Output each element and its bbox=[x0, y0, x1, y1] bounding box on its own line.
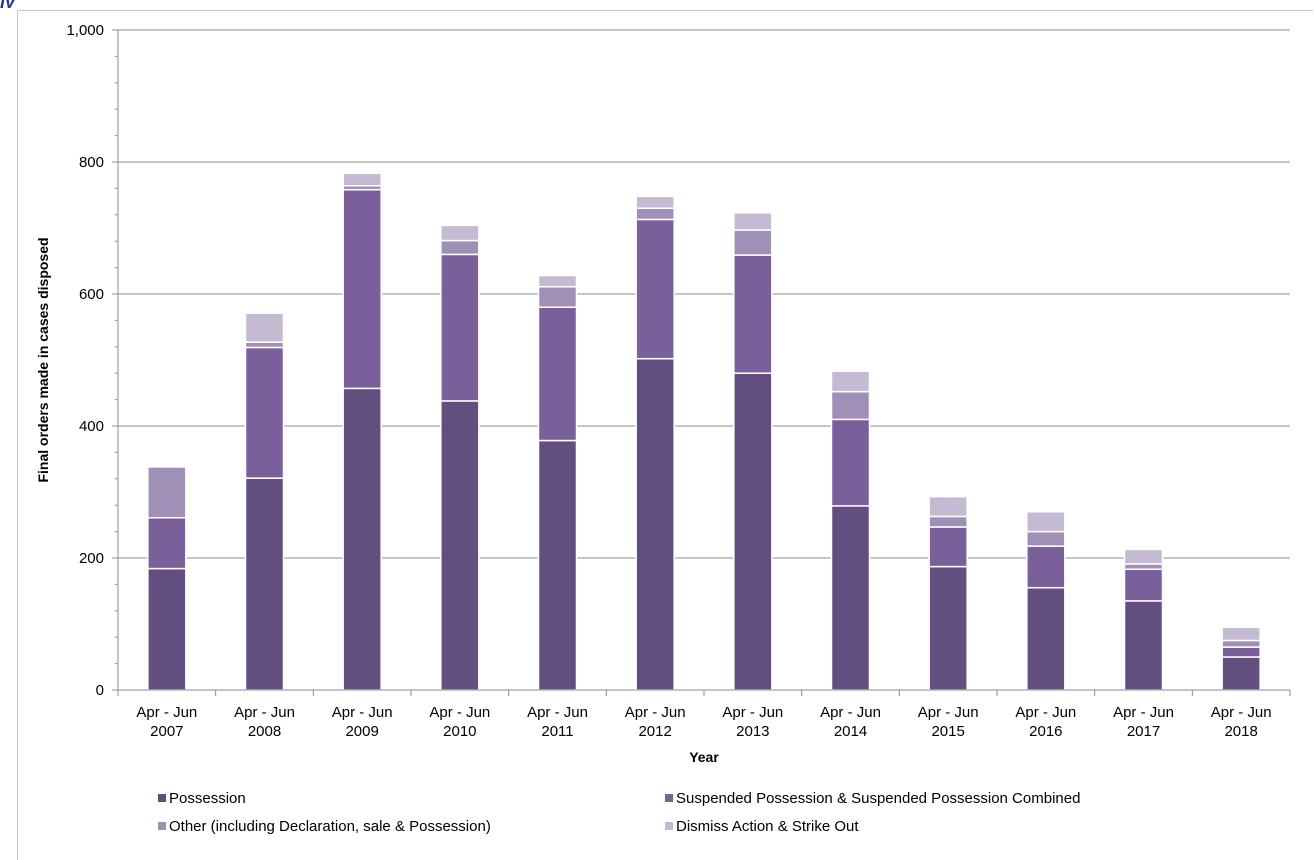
bar-segment bbox=[342, 172, 382, 187]
bar-segment bbox=[635, 218, 675, 360]
bar-segment bbox=[928, 526, 968, 568]
legend-swatch bbox=[158, 822, 166, 830]
bar-segment bbox=[440, 239, 480, 256]
x-tick-label: Apr - Jun bbox=[429, 704, 490, 721]
x-tick-label: Apr - Jun bbox=[527, 704, 588, 721]
bar-segment bbox=[440, 253, 480, 402]
bar-segment bbox=[1123, 548, 1164, 565]
bar-segment bbox=[733, 372, 773, 691]
x-tick-label: Apr - Jun bbox=[136, 704, 197, 721]
legend-label: Suspended Possession & Suspended Possess… bbox=[676, 790, 1080, 807]
x-tick-label: 2010 bbox=[443, 723, 476, 740]
bar-segment bbox=[147, 567, 187, 691]
x-tick-label: Apr - Jun bbox=[1113, 704, 1174, 721]
legend-swatch bbox=[665, 822, 673, 830]
y-tick-label: 400 bbox=[79, 418, 104, 435]
x-axis-title: Year bbox=[689, 749, 719, 765]
bar-segment bbox=[440, 400, 480, 691]
y-axis-title: Final orders made in cases disposed bbox=[35, 237, 51, 482]
bar-segment bbox=[244, 477, 285, 691]
bar-segment bbox=[830, 390, 871, 421]
bar-segment bbox=[830, 418, 871, 507]
x-tick-label: 2017 bbox=[1127, 723, 1160, 740]
x-tick-label: Apr - Jun bbox=[722, 704, 783, 721]
legend: Possession Suspended Possession & Suspend… bbox=[158, 790, 1080, 835]
bar-segment bbox=[1221, 646, 1261, 658]
bar-segment bbox=[1026, 545, 1066, 589]
bar-segment bbox=[635, 195, 675, 209]
x-tick-label: 2007 bbox=[150, 723, 183, 740]
bar-segment bbox=[1221, 639, 1261, 648]
y-tick-label: 1,000 bbox=[66, 22, 104, 39]
bar-segment bbox=[830, 505, 871, 691]
bar-segment bbox=[1221, 626, 1261, 642]
x-tick-label: 2009 bbox=[345, 723, 378, 740]
bar-segment bbox=[635, 207, 675, 221]
x-tick-label: 2008 bbox=[248, 723, 281, 740]
y-tick-label: 0 bbox=[96, 682, 104, 699]
bar-segment bbox=[244, 312, 285, 343]
legend-swatch bbox=[158, 794, 166, 802]
x-tick-label: 2018 bbox=[1224, 723, 1257, 740]
bar-segment bbox=[537, 306, 578, 442]
bar-segment bbox=[1026, 586, 1066, 691]
bar-segment bbox=[733, 229, 773, 256]
bar-segment bbox=[1123, 600, 1164, 691]
x-tick-label: 2013 bbox=[736, 723, 769, 740]
bar-segment bbox=[147, 466, 187, 519]
bar-segment bbox=[537, 439, 578, 691]
x-tick-label: Apr - Jun bbox=[1015, 704, 1076, 721]
x-tick-label: 2016 bbox=[1029, 723, 1062, 740]
bar-segment bbox=[928, 515, 968, 528]
chart-title-fragment: ly bbox=[0, 0, 22, 8]
chart-area bbox=[17, 10, 1313, 860]
legend-label: Dismiss Action & Strike Out bbox=[676, 818, 859, 835]
x-tick-label: Apr - Jun bbox=[820, 704, 881, 721]
x-tick-label: Apr - Jun bbox=[332, 704, 393, 721]
x-tick-label: 2012 bbox=[638, 723, 671, 740]
bar-segment bbox=[1123, 563, 1164, 570]
bar-segment bbox=[537, 274, 578, 288]
y-axis-tick-labels: 0 200 400 600 800 1,000 bbox=[66, 22, 104, 699]
legend-label: Possession bbox=[169, 790, 246, 807]
legend-swatch bbox=[665, 794, 673, 802]
x-tick-label: Apr - Jun bbox=[918, 704, 979, 721]
x-axis-tick-labels: Apr - Jun 2007 Apr - Jun 2008 Apr - Jun 2009 A… bbox=[136, 704, 1271, 740]
bar-segment bbox=[1026, 511, 1066, 533]
bar-segment bbox=[147, 516, 187, 570]
x-tick-label: 2015 bbox=[931, 723, 964, 740]
bar-segment bbox=[1026, 530, 1066, 547]
bar-segment bbox=[635, 357, 675, 691]
bar-segment bbox=[1221, 656, 1261, 691]
bar-segment bbox=[537, 285, 578, 308]
bar-segment bbox=[928, 565, 968, 691]
bar-segment bbox=[342, 188, 382, 390]
bar-segment bbox=[1123, 568, 1164, 602]
x-tick-label: Apr - Jun bbox=[1211, 704, 1272, 721]
grid-lines bbox=[118, 29, 1290, 559]
y-tick-label: 800 bbox=[79, 154, 104, 171]
bar-segment bbox=[244, 341, 285, 349]
x-tick-label: Apr - Jun bbox=[234, 704, 295, 721]
bar-segment bbox=[733, 254, 773, 374]
legend-label: Other (including Declaration, sale & Pos… bbox=[169, 818, 491, 835]
bars bbox=[147, 172, 1261, 691]
bar-segment bbox=[244, 346, 285, 479]
title-fragment-text: ly bbox=[0, 0, 15, 8]
bar-segment bbox=[733, 212, 773, 231]
x-tick-label: 2014 bbox=[834, 723, 867, 740]
y-tick-label: 600 bbox=[79, 286, 104, 303]
bar-segment bbox=[440, 224, 480, 242]
bar-segment bbox=[830, 370, 871, 393]
x-tick-label: Apr - Jun bbox=[625, 704, 686, 721]
bar-segment bbox=[928, 495, 968, 518]
bar-segment bbox=[342, 387, 382, 691]
x-tick-label: 2011 bbox=[541, 723, 573, 740]
y-tick-label: 200 bbox=[79, 550, 104, 567]
axes bbox=[112, 29, 1291, 696]
